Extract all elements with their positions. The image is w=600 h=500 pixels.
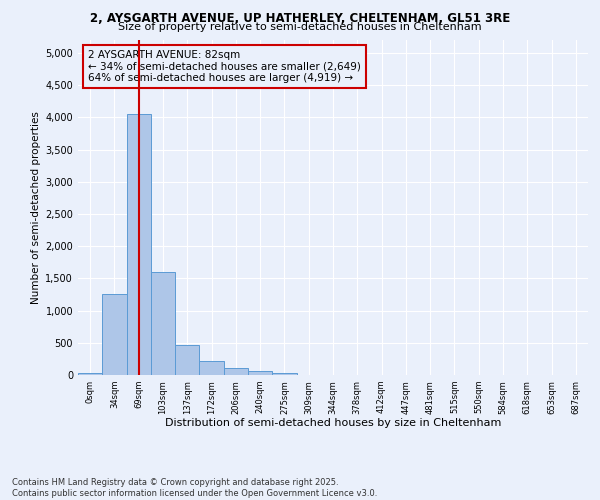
Bar [175, 346, 199, 375]
Bar [224, 368, 248, 375]
Text: Contains HM Land Registry data © Crown copyright and database right 2025.
Contai: Contains HM Land Registry data © Crown c… [12, 478, 377, 498]
Bar [248, 372, 272, 375]
Bar [78, 373, 102, 375]
Y-axis label: Number of semi-detached properties: Number of semi-detached properties [31, 111, 41, 304]
X-axis label: Distribution of semi-detached houses by size in Cheltenham: Distribution of semi-detached houses by … [165, 418, 501, 428]
Text: 2, AYSGARTH AVENUE, UP HATHERLEY, CHELTENHAM, GL51 3RE: 2, AYSGARTH AVENUE, UP HATHERLEY, CHELTE… [90, 12, 510, 26]
Bar [127, 114, 151, 375]
Bar [199, 362, 224, 375]
Bar [151, 272, 175, 375]
Bar [102, 294, 127, 375]
Text: Size of property relative to semi-detached houses in Cheltenham: Size of property relative to semi-detach… [118, 22, 482, 32]
Bar [272, 373, 296, 375]
Text: 2 AYSGARTH AVENUE: 82sqm
← 34% of semi-detached houses are smaller (2,649)
64% o: 2 AYSGARTH AVENUE: 82sqm ← 34% of semi-d… [88, 50, 361, 83]
